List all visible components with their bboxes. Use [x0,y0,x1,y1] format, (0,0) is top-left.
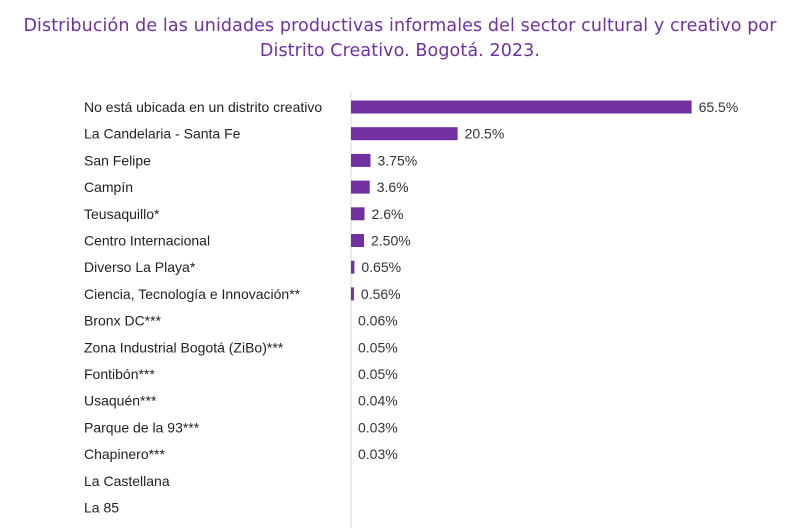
value-label: 2.50% [371,233,411,249]
chart-title-line-2: Distrito Creativo. Bogotá. 2023. [259,41,541,61]
category-label: Chapinero*** [84,446,165,462]
bar [351,100,692,114]
category-label: Campín [84,179,133,195]
category-label: No está ubicada en un distrito creativo [84,99,322,115]
bar [351,127,458,141]
category-label: La 85 [84,500,119,516]
value-label: 0.03% [358,446,398,462]
category-label: Diverso La Playa* [84,259,196,275]
value-label: 65.5% [699,99,739,115]
bar [351,180,370,194]
category-label: San Felipe [84,152,151,168]
category-label: Zona Industrial Bogotá (ZiBo)*** [84,339,284,355]
value-label: 0.05% [358,366,398,382]
chart-title: Distribución de las unidades productivas… [0,14,800,64]
value-label: 3.75% [378,152,418,168]
value-label: 0.56% [361,286,401,302]
bar [351,234,364,247]
value-label: 0.03% [358,419,398,435]
category-label: La Candelaria - Santa Fe [84,126,241,142]
value-label: 0.06% [358,313,398,329]
category-label: Teusaquillo* [84,206,160,222]
value-label: 0.05% [358,339,398,355]
value-label: 0.65% [361,259,401,275]
category-label: La Castellana [84,473,170,489]
value-label: 3.6% [377,179,409,195]
bar [351,153,371,167]
value-label: 2.6% [372,206,404,222]
category-label: Ciencia, Tecnología e Innovación** [84,286,301,302]
category-label: Fontibón*** [84,366,155,382]
category-label: Usaquén*** [84,393,157,409]
value-label: 20.5% [465,126,505,142]
category-label: Parque de la 93*** [84,419,200,435]
bar [351,287,354,301]
category-label: Bronx DC*** [84,313,162,329]
category-label: Centro Internacional [84,233,210,249]
value-label: 0.04% [358,393,398,409]
bar [351,260,355,274]
chart-title-line-1: Distribución de las unidades productivas… [23,16,777,36]
bar [351,207,365,221]
